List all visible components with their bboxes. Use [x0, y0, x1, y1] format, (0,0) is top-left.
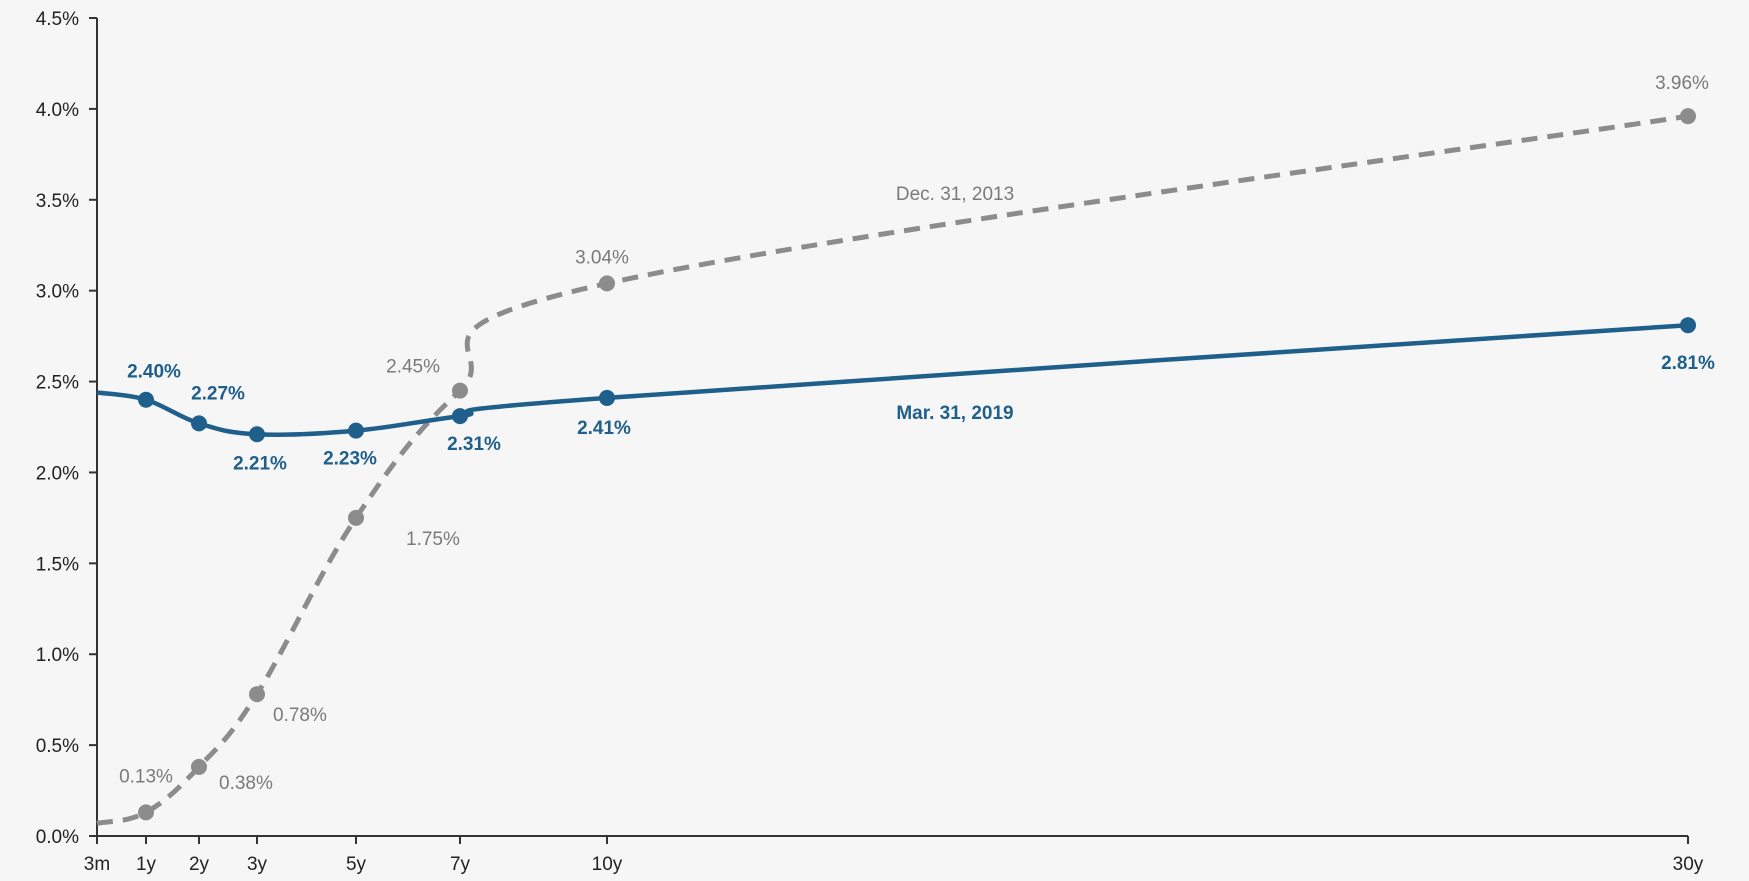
- x-tick-label: 30y: [1673, 854, 1704, 875]
- data-label: 3.96%: [1655, 73, 1709, 94]
- data-label: 2.23%: [323, 449, 377, 470]
- point-marker-dec-2013: [599, 275, 615, 292]
- point-marker-dec-2013: [138, 804, 154, 821]
- data-label: 3.04%: [575, 247, 629, 268]
- y-tick-label: 1.5%: [36, 554, 79, 575]
- y-tick-label: 1.0%: [36, 645, 79, 666]
- point-marker-mar-2019: [348, 422, 364, 439]
- series-line-dec-2013: [96, 113, 1689, 826]
- point-marker-mar-2019: [599, 389, 615, 406]
- point-marker-dec-2013: [1680, 108, 1696, 125]
- point-marker-dec-2013: [452, 382, 468, 399]
- data-label: 0.78%: [273, 705, 327, 726]
- series-label: Dec. 31, 2013: [896, 184, 1014, 205]
- series-label: Mar. 31, 2019: [896, 403, 1013, 424]
- point-marker-mar-2019: [1680, 317, 1696, 334]
- point-marker-dec-2013: [249, 686, 265, 703]
- data-label: 2.45%: [386, 357, 440, 378]
- y-tick-label: 2.5%: [36, 373, 79, 394]
- data-label: 2.31%: [447, 434, 501, 455]
- y-tick-label: 0.5%: [36, 736, 79, 757]
- point-marker-dec-2013: [348, 509, 364, 526]
- point-marker-dec-2013: [191, 758, 207, 775]
- y-tick-label: 2.0%: [36, 463, 79, 484]
- data-label: 0.13%: [119, 766, 173, 787]
- series-line-mar-2019: [96, 322, 1689, 437]
- point-marker-mar-2019: [452, 408, 468, 425]
- data-label: 2.81%: [1661, 353, 1715, 374]
- point-marker-mar-2019: [249, 426, 265, 443]
- x-tick-label: 2y: [189, 854, 210, 875]
- x-tick-label: 5y: [346, 854, 367, 875]
- y-tick-label: 4.0%: [36, 100, 79, 121]
- y-tick-label: 3.5%: [36, 191, 79, 212]
- x-tick-label: 10y: [592, 854, 623, 875]
- x-tick-label: 3m: [84, 854, 110, 875]
- point-marker-mar-2019: [191, 415, 207, 432]
- data-label: 1.75%: [406, 529, 460, 550]
- x-tick-label: 3y: [247, 854, 268, 875]
- data-label: 2.21%: [233, 453, 287, 474]
- x-tick-label: 1y: [136, 854, 157, 875]
- y-tick-label: 0.0%: [36, 827, 79, 848]
- point-marker-mar-2019: [138, 391, 154, 408]
- data-label: 0.38%: [219, 773, 273, 794]
- data-label: 2.40%: [127, 362, 181, 383]
- data-label: 2.27%: [191, 383, 245, 404]
- x-tick-label: 7y: [450, 854, 471, 875]
- data-label: 2.41%: [577, 418, 631, 439]
- y-tick-label: 4.5%: [36, 9, 79, 30]
- y-tick-label: 3.0%: [36, 282, 79, 303]
